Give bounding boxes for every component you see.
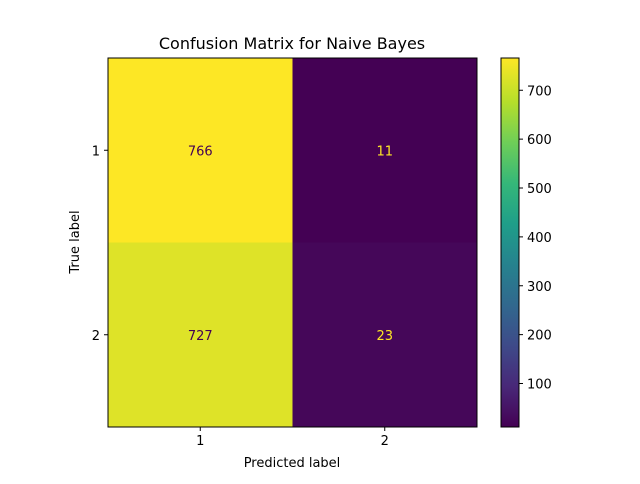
matrix-cell [108, 242, 293, 428]
colorbar-ticks: 100 200 300 400 500 600 700 [519, 84, 552, 393]
colorbar-tick-label: 100 [527, 378, 552, 393]
y-axis-label: True label [68, 210, 83, 274]
x-tick-label: 2 [381, 434, 389, 449]
cell-value-label: 727 [188, 329, 213, 344]
colorbar-tick-label: 400 [527, 231, 552, 246]
colorbar-tick-label: 300 [527, 280, 552, 295]
colorbar-tick-label: 200 [527, 329, 552, 344]
colorbar [500, 57, 520, 428]
matrix-cells [108, 58, 478, 428]
matrix-cell [292, 242, 478, 428]
colorbar-tick-label: 700 [527, 84, 552, 99]
cell-value-label: 766 [188, 144, 213, 159]
y-axis-ticks: 12 [92, 144, 108, 344]
matrix-cell [292, 58, 478, 243]
y-tick-label: 1 [92, 144, 100, 159]
cell-value-label: 23 [376, 329, 393, 344]
chart-title: Confusion Matrix for Naive Bayes [159, 34, 425, 53]
colorbar-tick-label: 600 [527, 133, 552, 148]
matrix-frame [107, 57, 478, 428]
matrix-cell-labels: 766 11 727 23 [188, 144, 393, 344]
matrix-cell [108, 58, 293, 243]
x-tick-label: 1 [196, 434, 204, 449]
y-tick-label: 2 [92, 329, 100, 344]
colorbar-tick-label: 500 [527, 182, 552, 197]
x-axis-label: Predicted label [244, 456, 341, 471]
cell-value-label: 11 [376, 144, 393, 159]
